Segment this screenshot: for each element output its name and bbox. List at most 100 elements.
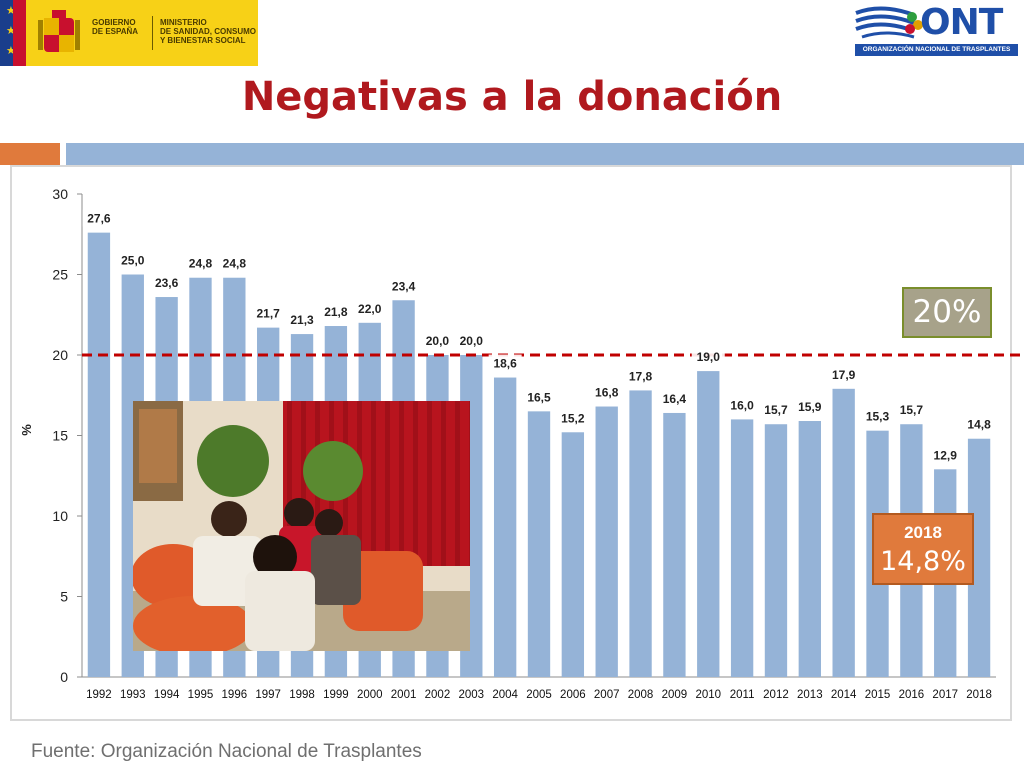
data-label-bg — [319, 303, 353, 321]
data-label-bg — [454, 332, 488, 349]
data-label-bg — [590, 383, 624, 401]
data-label: 23,4 — [392, 279, 416, 293]
data-label: 15,9 — [798, 400, 822, 414]
x-tick-label: 1995 — [188, 689, 214, 701]
x-tick-label: 2015 — [865, 689, 891, 701]
data-label-bg — [420, 332, 454, 349]
source-note: Fuente: Organización Nacional de Traspla… — [31, 741, 422, 762]
bar-2009 — [663, 412, 686, 677]
highlight-value: 14,8% — [880, 546, 966, 577]
decorative-band-blue — [66, 143, 1024, 165]
data-label: 16,5 — [527, 390, 551, 404]
y-tick-label: 20 — [52, 347, 68, 363]
data-label: 12,9 — [934, 448, 958, 462]
data-label-bg — [82, 209, 116, 227]
data-label: 16,8 — [595, 386, 619, 400]
ministry-line3: Y BIENESTAR SOCIAL — [160, 36, 246, 45]
bar-2005 — [527, 411, 551, 677]
data-label: 18,6 — [493, 357, 517, 371]
data-label-bg — [861, 407, 895, 425]
x-tick-label: 1999 — [323, 689, 349, 701]
data-label: 21,3 — [290, 313, 314, 327]
data-label-bg — [353, 299, 387, 317]
data-label: 15,7 — [764, 403, 788, 417]
data-label-bg — [285, 311, 319, 329]
data-label-bg — [624, 367, 658, 385]
data-label-bg — [759, 401, 793, 419]
data-label: 14,8 — [967, 418, 991, 432]
y-axis-title: % — [19, 424, 34, 436]
data-label: 25,0 — [121, 254, 145, 268]
bar-2006 — [561, 432, 585, 677]
data-label: 22,0 — [358, 302, 382, 316]
bar-2008 — [629, 390, 652, 677]
ont-subtitle: ORGANIZACIÓN NACIONAL DE TRASPLANTES — [855, 44, 1018, 56]
data-label-bg — [827, 365, 861, 383]
coat-of-arms-icon — [38, 10, 80, 52]
data-label-bg — [691, 348, 725, 366]
data-label-bg — [962, 415, 996, 433]
y-tick-label: 5 — [60, 589, 68, 605]
x-tick-label: 2014 — [831, 689, 857, 701]
ministry-line1: MINISTERIO — [160, 18, 207, 27]
data-label-bg — [725, 396, 759, 414]
x-tick-label: 2017 — [932, 689, 958, 701]
ont-swoosh-icon — [855, 6, 923, 39]
x-tick-label: 2010 — [695, 689, 721, 701]
x-tick-label: 1993 — [120, 689, 146, 701]
y-tick-label: 0 — [60, 669, 68, 685]
government-logo: ★ ★ ★ GOBIERNO DE ESPAÑA MINISTERIO DE S… — [0, 0, 258, 66]
data-label: 15,3 — [866, 410, 890, 424]
bar-2010 — [697, 371, 720, 677]
x-tick-label: 2003 — [458, 689, 484, 701]
x-tick-label: 2007 — [594, 689, 620, 701]
y-tick-label: 15 — [52, 428, 68, 444]
x-tick-label: 2002 — [425, 689, 451, 701]
data-label-bg — [894, 401, 928, 419]
decorative-band-orange — [0, 143, 60, 165]
data-label: 23,6 — [155, 276, 179, 290]
data-label: 20,0 — [426, 334, 450, 348]
highlight-year: 2018 — [904, 523, 942, 542]
data-labels: 27,6 25,0 23,6 24,8 24,8 21,7 21,3 21,8 22,0 23,4… — [82, 209, 996, 464]
x-tick-label: 1994 — [154, 689, 180, 701]
x-tick-label: 2018 — [966, 689, 992, 701]
x-tick-label: 2006 — [560, 689, 586, 701]
bar-1992 — [87, 232, 111, 677]
page-title: Negativas a la donación — [241, 74, 783, 120]
data-label: 27,6 — [87, 212, 111, 226]
data-label-bg — [488, 354, 522, 372]
reference-20-percent-box: 20% — [902, 287, 992, 338]
x-tick-label: 1997 — [255, 689, 281, 701]
data-label: 19,0 — [697, 350, 721, 364]
data-label-bg — [522, 388, 556, 406]
bar-2013 — [798, 421, 821, 677]
data-label-bg — [387, 277, 421, 295]
x-tick-label: 2011 — [730, 689, 755, 701]
data-label: 24,8 — [189, 257, 213, 271]
y-tick-label: 25 — [52, 267, 68, 283]
x-tick-label: 2009 — [662, 689, 688, 701]
ont-text: ONT — [920, 2, 1003, 43]
data-label-bg — [793, 398, 827, 416]
gov-line1: GOBIERNO — [92, 18, 136, 27]
bar-2007 — [595, 406, 618, 677]
ministry-line2: DE SANIDAD, CONSUMO — [160, 27, 257, 36]
x-tick-label: 2012 — [763, 689, 789, 701]
data-label: 16,0 — [730, 398, 754, 412]
x-tick-label: 2004 — [492, 689, 518, 701]
bar-2018 — [967, 438, 991, 677]
y-tick-label: 30 — [52, 186, 68, 202]
data-label-bg — [556, 409, 590, 427]
data-label-bg — [150, 274, 184, 292]
highlight-2018-box: 2018 14,8% — [872, 513, 974, 585]
data-label: 24,8 — [223, 257, 247, 271]
photo-interview-scene — [133, 401, 470, 651]
bar-2014 — [832, 388, 855, 677]
x-tick-label: 2001 — [391, 689, 417, 701]
gov-line2: DE ESPAÑA — [92, 27, 139, 36]
data-label: 20,0 — [460, 334, 484, 348]
data-label-bg — [183, 254, 217, 272]
x-tick-label: 2013 — [797, 689, 823, 701]
